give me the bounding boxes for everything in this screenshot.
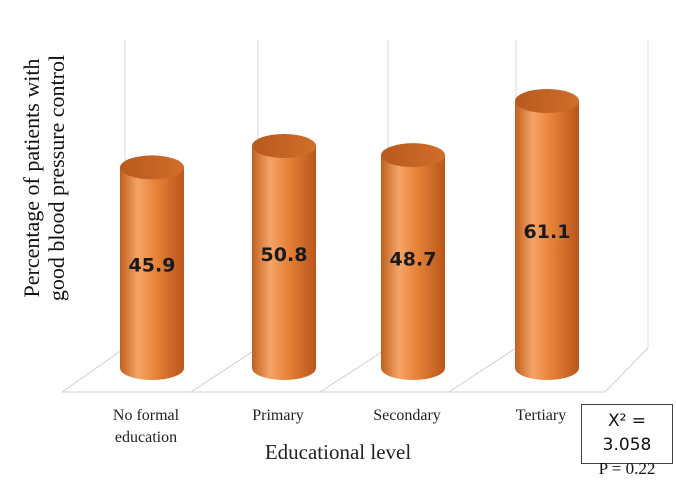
value-label-0: 45.9 bbox=[129, 255, 176, 277]
value-label-2: 48.7 bbox=[390, 248, 437, 270]
floor-divider-2 bbox=[448, 347, 517, 393]
bar-cap-3 bbox=[515, 88, 579, 113]
bar-body-3 bbox=[515, 100, 579, 381]
category-tick-labels: No formal education Primary Secondary Tertia… bbox=[113, 407, 566, 446]
category-label-1: Primary bbox=[252, 407, 304, 424]
value-label-3: 61.1 bbox=[524, 221, 571, 243]
x-axis-title: Educational level bbox=[264, 440, 412, 464]
category-label-0: No formal education bbox=[113, 407, 180, 446]
bar-3 bbox=[515, 88, 579, 381]
chi-square-value: X² = 3.058 bbox=[602, 411, 652, 455]
floor-left-edge bbox=[61, 347, 126, 393]
bar-body-1 bbox=[252, 146, 316, 380]
bar-0 bbox=[120, 155, 184, 380]
bar-body-2 bbox=[381, 155, 445, 380]
chi-square-annotation: X² = 3.058 P = 0.22 bbox=[581, 404, 673, 478]
bar-cap-2 bbox=[381, 143, 445, 168]
value-labels: 45.9 50.8 48.7 61.1 bbox=[129, 221, 571, 277]
floor-right-edge bbox=[604, 347, 649, 393]
bar-2 bbox=[381, 143, 445, 380]
chart-floor bbox=[61, 347, 649, 393]
y-axis-title-line-2: good blood pressure control bbox=[44, 54, 69, 302]
floor-divider-1 bbox=[319, 347, 389, 393]
value-label-1: 50.8 bbox=[261, 244, 308, 266]
bars bbox=[120, 88, 579, 381]
bar-body-0 bbox=[120, 167, 184, 380]
category-label-3: Tertiary bbox=[516, 407, 566, 424]
category-label-2: Secondary bbox=[373, 407, 441, 424]
bar-cap-0 bbox=[120, 155, 184, 180]
p-value: P = 0.22 bbox=[598, 459, 656, 478]
y-axis-title: Percentage of patients with good blood p… bbox=[19, 28, 69, 328]
y-axis-title-line-1: Percentage of patients with bbox=[19, 58, 44, 298]
bar-1 bbox=[252, 134, 316, 380]
floor-divider-0 bbox=[190, 347, 259, 393]
bar-cap-1 bbox=[252, 134, 316, 159]
